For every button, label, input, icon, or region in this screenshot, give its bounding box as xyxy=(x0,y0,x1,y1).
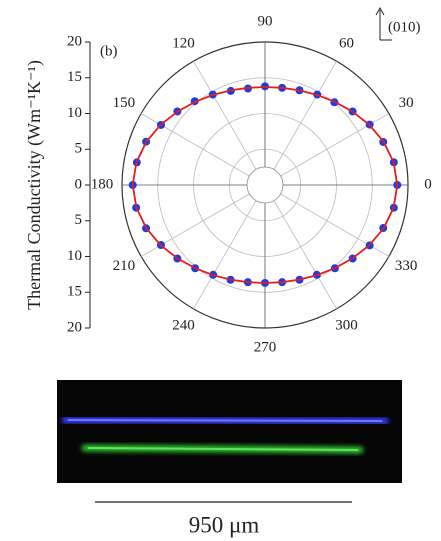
center-hole xyxy=(246,166,284,204)
polar-chart: (b) Thermal Conductivity (Wm⁻¹K⁻¹) (010)… xyxy=(24,6,432,355)
theta-tick-label: 300 xyxy=(335,318,358,334)
theta-tick-label: 330 xyxy=(395,258,418,274)
scale-bar-label: 950 μm xyxy=(189,512,260,537)
green-wire-core xyxy=(87,447,359,451)
theta-tick-label: 30 xyxy=(399,95,414,111)
microscope-image: 950 μm xyxy=(57,380,402,537)
grid-spoke xyxy=(264,184,337,310)
theta-tick-label: 150 xyxy=(113,95,136,111)
fit-curve xyxy=(131,86,399,284)
theta-tick-label: 180 xyxy=(91,176,114,192)
y-tick-label: 5 xyxy=(75,212,83,228)
theta-tick-label: 0 xyxy=(424,176,432,192)
theta-tick-label: 240 xyxy=(172,318,195,334)
y-tick-label: 0 xyxy=(75,176,83,192)
panel-label: (b) xyxy=(100,43,118,59)
y-tick-label: 5 xyxy=(75,141,83,157)
theta-tick-label: 210 xyxy=(113,258,136,274)
y-tick-label: 20 xyxy=(67,319,82,335)
y-tick-label: 10 xyxy=(67,105,82,121)
grid-spoke xyxy=(264,60,337,186)
theta-tick-label: 90 xyxy=(258,13,273,29)
theta-tick-label: 270 xyxy=(254,339,277,355)
grid-spoke xyxy=(193,60,266,186)
theta-tick-label: 120 xyxy=(172,35,195,51)
y-tick-label: 15 xyxy=(67,69,82,85)
y-tick-label: 15 xyxy=(67,284,82,300)
theta-tick-label: 60 xyxy=(339,35,354,51)
y-axis-label: Thermal Conductivity (Wm⁻¹K⁻¹) xyxy=(24,60,45,310)
y-tick-label: 10 xyxy=(67,248,82,264)
y-tick-label: 20 xyxy=(67,33,82,49)
direction-arrowhead xyxy=(375,6,385,16)
blue-wire-core xyxy=(67,419,383,422)
image-background xyxy=(57,380,402,483)
grid-spoke xyxy=(193,184,266,310)
direction-label: (010) xyxy=(388,19,421,35)
